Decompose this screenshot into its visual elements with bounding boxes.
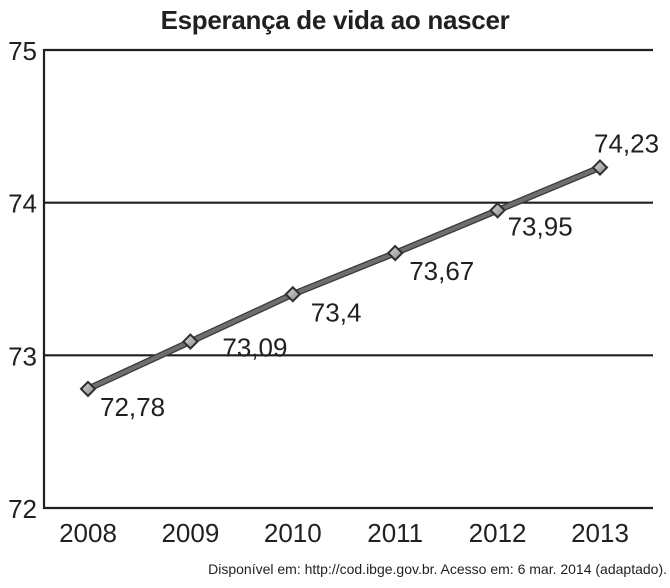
data-point-label: 72,78 [100,392,165,422]
data-line [86,165,602,391]
x-axis-tick-label: 2008 [59,518,117,548]
y-axis-tick-label: 73 [8,341,37,371]
data-point-marker [386,244,404,262]
source-note: Disponível em: http://cod.ibge.gov.br. A… [208,561,667,577]
data-point-label: 74,23 [594,129,659,159]
x-axis-tick-label: 2009 [161,518,219,548]
data-point-marker [284,285,302,303]
x-axis-tick-label: 2010 [264,518,322,548]
data-point-marker [181,333,199,351]
x-axis-tick-label: 2011 [367,518,423,548]
y-axis-tick-label: 74 [8,189,37,219]
y-axis-tick-label: 75 [8,36,37,66]
data-point-label: 73,95 [508,211,573,241]
data-point-marker [79,380,97,398]
data-point-marker [591,159,609,176]
data-point-marker [489,201,507,219]
chart-title: Esperança de vida ao nascer [160,5,510,35]
data-point-label: 73,09 [222,333,287,363]
data-point-label: 73,4 [311,297,362,327]
y-axis-tick-label: 72 [8,494,37,524]
x-axis-tick-label: 2013 [571,518,629,548]
data-point-label: 73,67 [409,256,474,286]
x-axis-tick-label: 2012 [469,518,527,548]
